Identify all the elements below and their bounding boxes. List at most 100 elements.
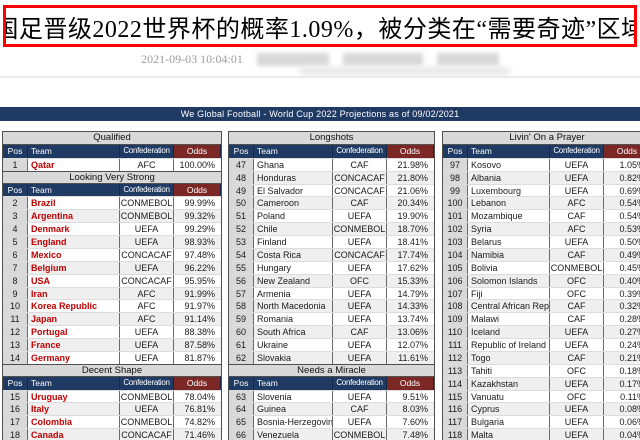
confederation-cell: AFC [550, 197, 604, 210]
odds-cell: 0.54% [604, 197, 640, 210]
confederation-cell: CONMEBOL [120, 390, 174, 403]
pos-cell: 64 [229, 403, 254, 416]
team-cell: Albania [468, 171, 550, 184]
team-cell: Bosnia-Herzegovina [254, 416, 333, 429]
team-cell: France [28, 339, 120, 351]
pos-cell: 115 [443, 390, 468, 403]
table-row: 13 France UEFA 87.58% [3, 338, 221, 351]
confederation-cell: OFC [550, 274, 604, 287]
odds-cell: 99.32% [174, 210, 221, 223]
team-cell: Honduras [254, 171, 333, 184]
team-cell: Namibia [468, 248, 550, 261]
col-header-odds: Odds [174, 144, 221, 158]
table-row: 4 Denmark UEFA 99.29% [3, 222, 221, 235]
odds-cell: 71.46% [174, 429, 221, 440]
table-row: 52 Chile CONMEBOL 18.70% [229, 222, 434, 235]
pos-cell: 50 [229, 197, 254, 210]
table-row: 55 Hungary UEFA 17.62% [229, 260, 434, 274]
odds-cell: 0.11% [620, 391, 640, 402]
odds-cell: 96.22% [174, 261, 221, 274]
pos-cell: 11 [3, 313, 28, 326]
team-cell: Ghana [254, 158, 333, 171]
team-cell: Italy [28, 403, 120, 416]
odds-cell: 81.87% [184, 352, 215, 363]
pos-cell: 118 [443, 429, 468, 440]
confederation-cell: UEFA [120, 351, 174, 364]
confederation-cell: CAF [550, 248, 604, 261]
table-row: 58 North Macedonia UEFA 14.33% [229, 299, 434, 313]
col-header-confederation: Confederation [120, 144, 174, 158]
pos-cell: 65 [229, 416, 254, 429]
pos-cell: 1 [3, 158, 28, 171]
odds-cell: 0.69% [619, 185, 640, 196]
odds-cell: 17.62% [397, 262, 428, 273]
pos-cell: 12 [3, 326, 28, 338]
pos-cell: 2 [3, 197, 28, 210]
team-cell: Republic of Ireland [468, 339, 550, 351]
confederation-cell: CAF [550, 300, 604, 313]
odds-cell: 74.82% [184, 417, 215, 428]
col-header-team: Team [28, 144, 120, 158]
table-row: 6 Mexico CONCACAF 97.48% [3, 247, 221, 261]
odds-cell: 78.04% [184, 391, 215, 402]
confederation-cell: CONMEBOL [120, 210, 174, 223]
confederation-cell: UEFA [550, 377, 604, 390]
col-header-confederation: Confederation [120, 376, 174, 390]
redacted-text-block [436, 52, 499, 66]
odds-cell: 0.27% [604, 326, 640, 338]
team-cell: Belgium [28, 261, 120, 274]
team-cell: Guinea [254, 403, 333, 416]
col-header-team: Team [468, 144, 550, 158]
team-cell: Bulgaria [468, 416, 550, 429]
odds-cell: 18.70% [387, 223, 434, 235]
odds-cell: 98.93% [174, 236, 221, 248]
confederation-cell: CONMEBOL [333, 223, 387, 235]
table-row: 66 Venezuela CONMEBOL 7.48% [229, 428, 434, 440]
odds-cell: 21.98% [397, 159, 428, 170]
col-header-pos: Pos [229, 144, 254, 158]
table-row: 63 Slovenia UEFA 9.51% [229, 389, 434, 403]
pos-cell: 13 [3, 339, 28, 351]
table-row: 16 Italy UEFA 76.81% [3, 402, 221, 416]
redacted-text-block [256, 52, 329, 66]
team-cell: England [28, 236, 120, 248]
pos-cell: 60 [229, 326, 254, 338]
team-cell: Poland [254, 210, 333, 223]
pos-cell: 102 [443, 223, 468, 235]
odds-cell: 0.49% [604, 248, 640, 261]
odds-cell: 0.18% [619, 365, 640, 376]
confederation-cell: UEFA [550, 339, 604, 351]
confederation-cell: UEFA [550, 236, 604, 248]
odds-cell: 95.95% [184, 275, 215, 286]
pos-cell: 47 [229, 158, 254, 171]
team-cell: Iran [28, 287, 120, 300]
pos-cell: 49 [229, 184, 254, 197]
redacted-text-block [342, 52, 423, 66]
col-header-pos: Pos [229, 376, 254, 390]
confederation-cell: UEFA [120, 339, 174, 351]
pos-cell: 110 [443, 326, 468, 338]
pos-cell: 101 [443, 210, 468, 223]
odds-cell: 7.60% [402, 417, 428, 428]
team-cell: Costa Rica [254, 248, 333, 261]
odds-cell: 97.48% [184, 249, 215, 260]
pos-cell: 18 [3, 429, 28, 440]
odds-cell: 17.74% [387, 248, 434, 261]
col-header-odds: Odds [174, 183, 221, 197]
odds-cell: 0.40% [604, 274, 640, 287]
team-cell: Bolivia [468, 261, 550, 274]
table-row: 57 Armenia UEFA 14.79% [229, 286, 434, 300]
odds-cell: 88.38% [184, 327, 215, 338]
confederation-cell: OFC [550, 390, 604, 403]
confederation-cell: CONCACAF [333, 171, 387, 184]
team-cell: Romania [254, 313, 333, 326]
odds-cell: 0.04% [604, 429, 640, 440]
pos-cell: 9 [3, 287, 28, 300]
team-cell: Slovakia [254, 351, 333, 364]
